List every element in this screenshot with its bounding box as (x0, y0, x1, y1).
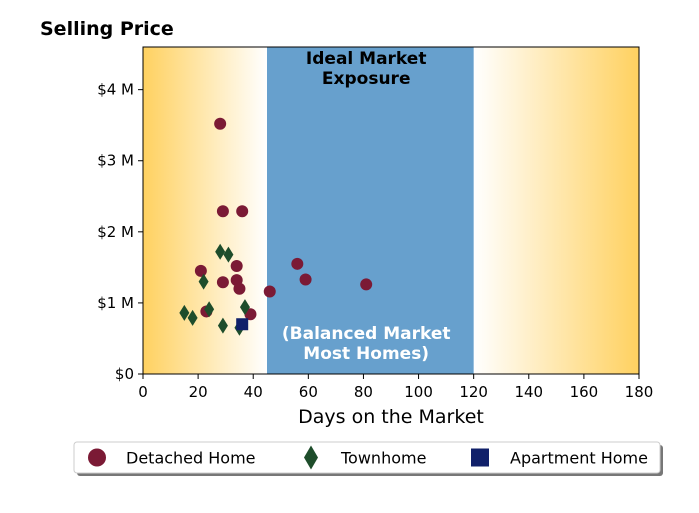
x-tick-label: 20 (189, 383, 208, 401)
point-circle-2 (216, 205, 229, 218)
legend-label: Apartment Home (510, 449, 648, 468)
plot-points (179, 117, 373, 336)
point-circle-10 (360, 278, 373, 291)
point-circle-11 (233, 282, 246, 295)
x-tick-label: 40 (244, 383, 263, 401)
series-apartment-home (236, 318, 249, 331)
x-tick-label: 80 (354, 383, 373, 401)
y-tick-label: $2 M (97, 223, 134, 241)
point-diamond-3 (198, 273, 209, 290)
point-circle-4 (194, 264, 207, 277)
y-tick-label: $1 M (97, 294, 134, 312)
gradient-right (473, 47, 639, 374)
legend: Detached Home Townhome Apartment Home (73, 441, 661, 474)
legend-label: Townhome (340, 449, 426, 468)
point-circle-3 (236, 205, 249, 218)
point-circle-5 (230, 259, 243, 272)
x-tick-label: 180 (625, 383, 654, 401)
y-axis: $0 $1 M $2 M $3 M $4 M (97, 81, 143, 383)
series-townhome (179, 243, 250, 336)
legend-marker-diamond (304, 445, 318, 470)
point-diamond-2 (223, 246, 234, 263)
annotation-1-line-1: Ideal Market (306, 49, 427, 69)
point-circle-9 (299, 273, 312, 286)
point-diamond-6 (179, 304, 190, 321)
x-tick-label: 160 (570, 383, 599, 401)
legend-box (73, 441, 661, 474)
plot-frame (142, 46, 640, 375)
point-circle-6 (291, 257, 304, 270)
ideal-exposure-band (267, 47, 474, 374)
point-diamond-8 (217, 317, 228, 334)
point-diamond-4 (239, 299, 250, 316)
point-circle-1 (214, 117, 227, 130)
legend-marker-square (471, 448, 489, 467)
x-tick-label: 60 (299, 383, 318, 401)
chart-title: Selling Price (40, 18, 174, 40)
plot-background (143, 47, 639, 374)
point-diamond-7 (187, 309, 198, 326)
point-diamond-1 (215, 243, 226, 260)
x-tick-label: 0 (138, 383, 148, 401)
y-tick-label: $4 M (97, 81, 134, 99)
annotation-2-line-1: (Balanced Market (282, 324, 451, 344)
y-tick-label: $3 M (97, 152, 134, 170)
x-tick-label: 100 (404, 383, 433, 401)
gradient-left (143, 47, 267, 374)
x-axis: 0 20 40 60 80 100 120 140 160 180 (138, 374, 653, 401)
y-tick-label: $0 (115, 365, 134, 383)
point-circle-8 (216, 276, 229, 289)
x-tick-label: 140 (514, 383, 543, 401)
legend-label: Detached Home (126, 449, 256, 468)
x-axis-title: Days on the Market (298, 406, 484, 428)
point-diamond-5 (204, 301, 215, 318)
legend-marker-circle (88, 448, 106, 467)
annotation-2-line-2: Most Homes) (303, 344, 429, 364)
annotation-1-line-2: Exposure (322, 69, 411, 89)
point-circle-14 (244, 308, 257, 321)
point-square-1 (236, 318, 249, 331)
point-circle-12 (263, 285, 276, 298)
x-tick-label: 120 (459, 383, 488, 401)
series-detached-home (194, 117, 373, 321)
